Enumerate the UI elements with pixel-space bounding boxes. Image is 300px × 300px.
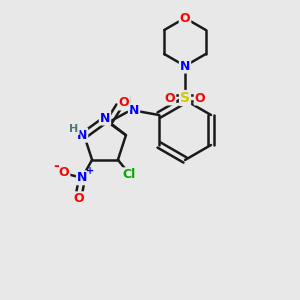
- Text: O: O: [195, 92, 205, 104]
- Text: Cl: Cl: [122, 168, 136, 181]
- Text: O: O: [59, 166, 69, 179]
- Text: O: O: [165, 92, 175, 104]
- Text: O: O: [74, 192, 84, 205]
- Text: O: O: [119, 97, 129, 110]
- Text: -: -: [53, 159, 59, 173]
- Text: S: S: [180, 91, 190, 105]
- Text: N: N: [129, 103, 139, 116]
- Text: N: N: [100, 112, 110, 124]
- Text: O: O: [180, 11, 190, 25]
- Text: +: +: [86, 166, 94, 176]
- Text: H: H: [122, 96, 132, 106]
- Text: H: H: [70, 124, 79, 134]
- Text: N: N: [77, 171, 87, 184]
- Text: N: N: [180, 59, 190, 73]
- Text: N: N: [77, 129, 87, 142]
